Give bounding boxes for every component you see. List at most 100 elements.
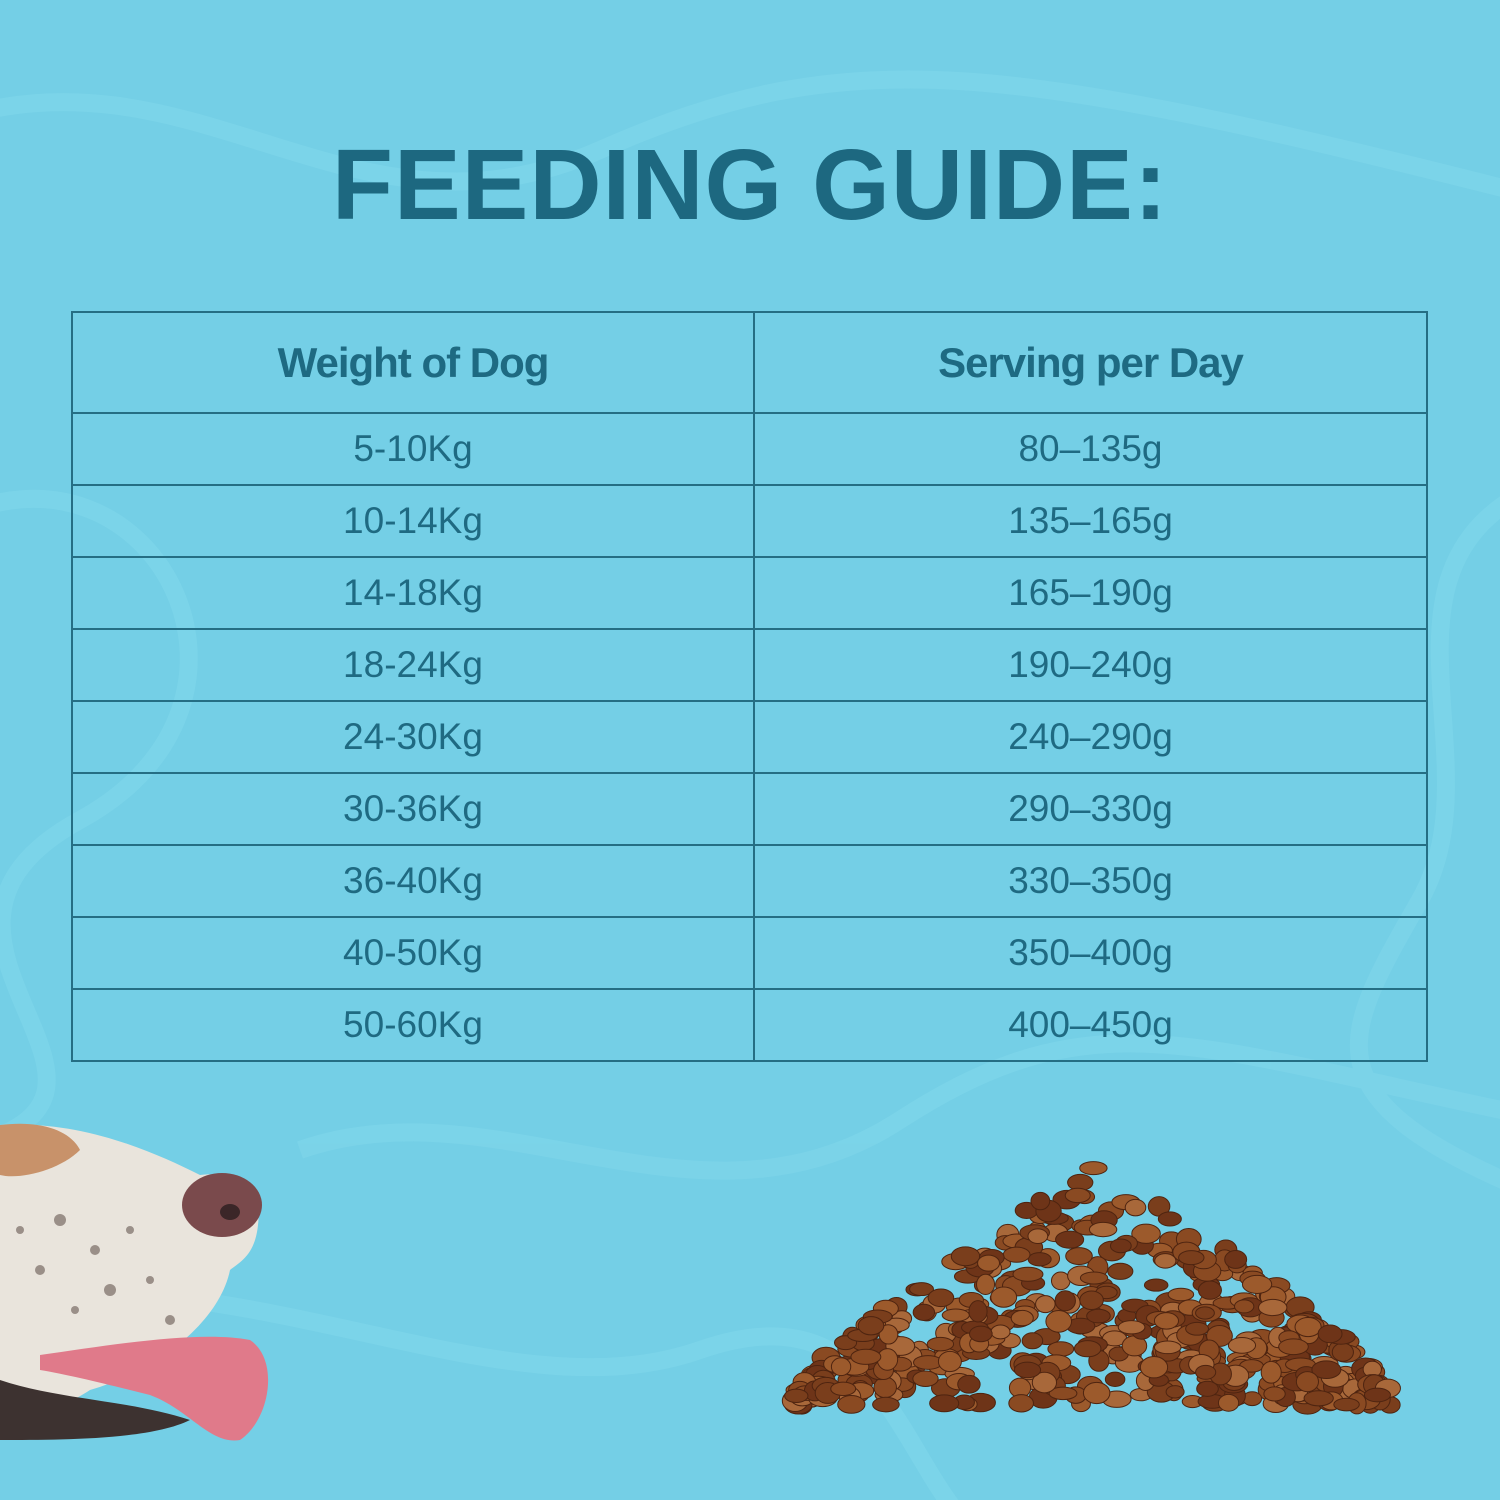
table-cell: 30-36Kg: [71, 772, 755, 846]
kibble: [1048, 1386, 1078, 1401]
kibble: [1117, 1320, 1146, 1335]
kibble: [1153, 1340, 1182, 1355]
kibble: [1331, 1342, 1354, 1362]
kibble: [937, 1350, 962, 1373]
kibble: [1185, 1321, 1209, 1336]
kibble: [1294, 1316, 1322, 1338]
table-cell: 14-18Kg: [71, 556, 755, 630]
kibble: [909, 1282, 934, 1297]
kibble: [1031, 1371, 1058, 1394]
table-cell: 18-24Kg: [71, 628, 755, 702]
kibble: [1002, 1246, 1031, 1263]
kibble: [1165, 1385, 1185, 1399]
kibble: [1065, 1247, 1093, 1265]
kibble: [878, 1324, 899, 1345]
kibble: [1107, 1262, 1134, 1280]
table-row: 5-10Kg 80–135g: [71, 412, 1428, 486]
kibble: [850, 1348, 882, 1365]
table-row: 14-18Kg 165–190g: [71, 556, 1428, 630]
kibble: [872, 1396, 900, 1413]
kibble: [976, 1273, 996, 1296]
kibble: [912, 1370, 939, 1387]
kibble: [1073, 1340, 1102, 1358]
kibble-pile: [781, 1161, 1401, 1415]
kibble: [1079, 1271, 1109, 1285]
kibble: [1088, 1221, 1118, 1238]
kibble: [1079, 1161, 1108, 1176]
kibble: [873, 1376, 897, 1399]
kibble: [1086, 1308, 1111, 1324]
header-row: Weight of Dog Serving per Day: [71, 311, 1428, 414]
kibble: [1030, 1191, 1051, 1211]
kibble: [990, 1286, 1018, 1308]
kibble: [1104, 1371, 1126, 1387]
kibble: [1195, 1364, 1217, 1380]
table-cell: 400–450g: [753, 988, 1428, 1062]
kibble: [830, 1357, 852, 1377]
kibble: [1055, 1230, 1085, 1249]
kibble: [1012, 1266, 1044, 1282]
kibble: [1021, 1332, 1044, 1350]
kibble: [1197, 1280, 1222, 1300]
table-cell: 290–330g: [753, 772, 1428, 846]
table-cell: 40-50Kg: [71, 916, 755, 990]
table-row: 50-60Kg 400–450g: [71, 988, 1428, 1062]
table-cell: 190–240g: [753, 628, 1428, 702]
table-row: 24-30Kg 240–290g: [71, 700, 1428, 774]
table-cell: 135–165g: [753, 484, 1428, 558]
kibble: [1217, 1393, 1240, 1412]
kibble: [1153, 1312, 1180, 1330]
table-cell: 165–190g: [753, 556, 1428, 630]
table-row: 10-14Kg 135–165g: [71, 484, 1428, 558]
kibble: [990, 1324, 1011, 1340]
kibble: [1045, 1310, 1073, 1333]
kibble: [1263, 1386, 1286, 1402]
kibble: [1124, 1198, 1147, 1217]
kibble: [1064, 1187, 1091, 1204]
kibble: [929, 1394, 960, 1413]
kibble: [1010, 1309, 1034, 1327]
table-cell: 5-10Kg: [71, 412, 755, 486]
kibble: [927, 1288, 955, 1308]
kibble: [1008, 1394, 1034, 1413]
kibble: [1196, 1380, 1219, 1397]
kibble: [1317, 1324, 1343, 1344]
kibble: [977, 1254, 1001, 1272]
table-body: 5-10Kg 80–135g 10-14Kg 135–165g 14-18Kg 165–1…: [71, 412, 1428, 1062]
dog-illustration: [0, 1123, 269, 1441]
kibble: [857, 1316, 885, 1336]
kibble: [1224, 1250, 1248, 1269]
kibble: [1139, 1356, 1169, 1379]
table-row: 30-36Kg 290–330g: [71, 772, 1428, 846]
kibble: [926, 1336, 955, 1352]
kibble: [1195, 1306, 1215, 1320]
kibble: [1295, 1371, 1320, 1393]
kibble: [1333, 1397, 1360, 1412]
kibble: [1143, 1278, 1169, 1292]
kibble: [968, 1300, 988, 1323]
kibble: [1278, 1338, 1309, 1356]
table-cell: 80–135g: [753, 412, 1428, 486]
kibble: [1363, 1387, 1391, 1403]
kibble: [1260, 1360, 1282, 1384]
table-cell: 330–350g: [753, 844, 1428, 918]
column-header: Weight of Dog: [71, 311, 755, 414]
kibble: [969, 1325, 993, 1343]
kibble: [912, 1303, 936, 1321]
kibble: [1027, 1252, 1052, 1267]
table-cell: 24-30Kg: [71, 700, 755, 774]
kibble: [1027, 1228, 1049, 1245]
kibble: [1157, 1211, 1182, 1227]
table-cell: 10-14Kg: [71, 484, 755, 558]
kibble: [1109, 1238, 1132, 1254]
table-row: 18-24Kg 190–240g: [71, 628, 1428, 702]
kibble: [1079, 1290, 1104, 1311]
table-cell: 350–400g: [753, 916, 1428, 990]
table-cell: 36-40Kg: [71, 844, 755, 918]
kibble: [837, 1395, 866, 1414]
table-cell: 240–290g: [753, 700, 1428, 774]
kibble: [1082, 1381, 1111, 1405]
kibble: [1154, 1253, 1177, 1269]
